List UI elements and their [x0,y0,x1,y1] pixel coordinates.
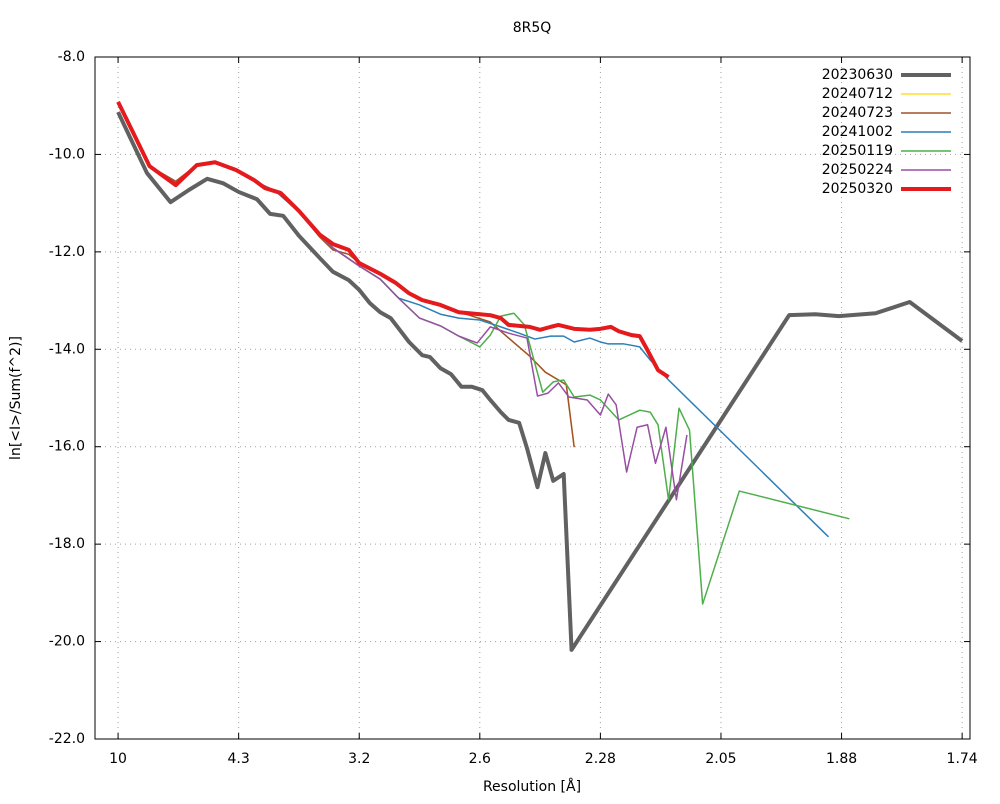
x-tick-label: 10 [109,751,127,767]
y-tick-label: -10.0 [49,146,85,162]
x-tick-label: 1.74 [947,751,978,767]
y-tick-label: -16.0 [49,439,85,455]
x-tick-label: 1.88 [826,751,857,767]
x-tick-label: 2.05 [705,751,736,767]
legend-label: 20230630 [822,67,893,83]
x-tick-label: 3.2 [348,751,370,767]
y-tick-label: -22.0 [49,731,85,747]
legend-label: 20250320 [822,181,893,197]
y-axis-label: ln[<I>/Sum(f^2)] [8,336,24,460]
y-tick-label: -20.0 [49,634,85,650]
x-tick-label: 4.3 [228,751,250,767]
legend-label: 20250119 [822,143,893,159]
y-tick-label: -12.0 [49,244,85,260]
x-tick-label: 2.28 [585,751,616,767]
legend-label: 20240723 [822,105,893,121]
y-tick-label: -8.0 [58,49,85,65]
y-tick-label: -14.0 [49,341,85,357]
legend-label: 20241002 [822,124,893,140]
legend-label: 20240712 [822,86,893,102]
y-tick-label: -18.0 [49,536,85,552]
legend-label: 20250224 [822,162,893,178]
plot-frame [94,56,971,740]
x-axis-label: Resolution [Å] [483,778,581,795]
x-tick-label: 2.6 [469,751,491,767]
series-line [116,100,670,379]
chart-title: 8R5Q [513,20,552,36]
series-line [116,111,964,652]
